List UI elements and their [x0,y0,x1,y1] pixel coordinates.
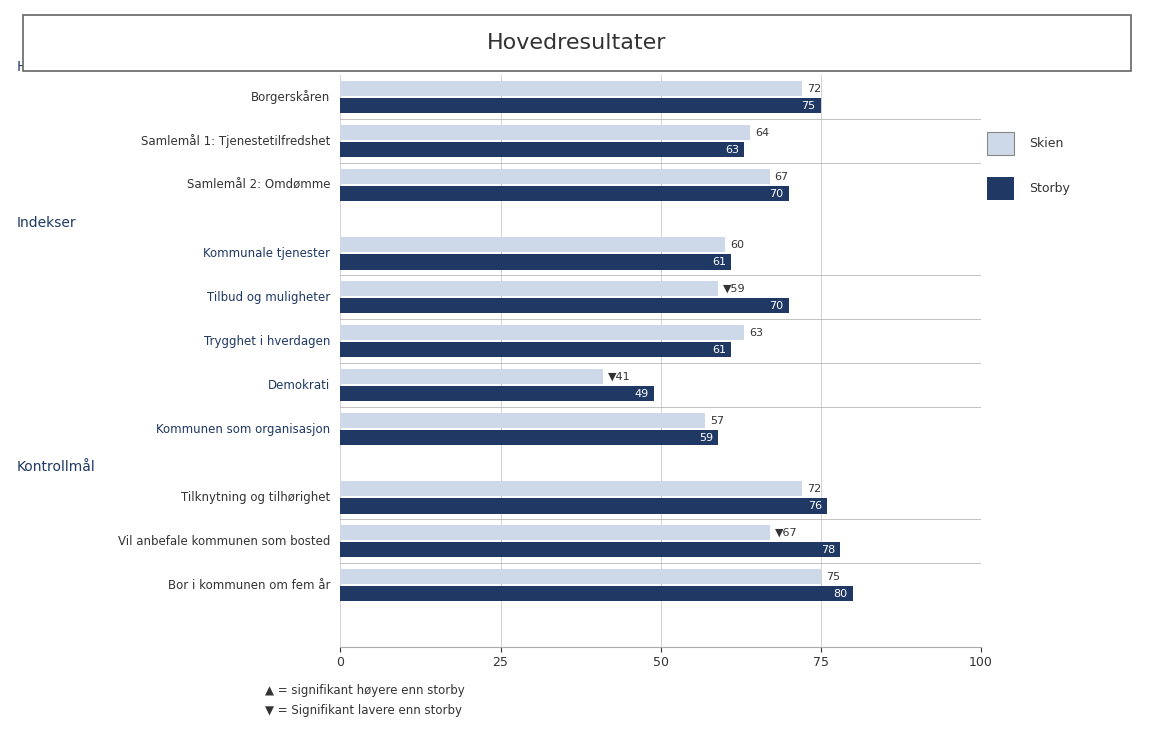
Bar [340,413,705,428]
Text: 75: 75 [802,101,816,111]
Text: Samlemål 1: Tjenestetilfredshet: Samlemål 1: Tjenestetilfredshet [141,134,330,148]
Text: 64: 64 [756,128,770,138]
Text: 76: 76 [808,501,822,511]
Bar [340,430,718,445]
Text: 80: 80 [833,589,848,599]
Text: 61: 61 [712,257,726,267]
Bar [340,281,718,296]
Text: Samlemål 2: Omdømme: Samlemål 2: Omdømme [187,179,330,192]
Bar [340,81,802,96]
Text: Trygghet i hverdagen: Trygghet i hverdagen [204,335,330,347]
Bar [340,569,820,584]
Text: Borgerskåren: Borgerskåren [250,90,330,105]
Bar [340,169,770,184]
Text: ▲ = signifikant høyere enn storby: ▲ = signifikant høyere enn storby [265,684,465,697]
Bar [340,542,840,557]
Text: ▼59: ▼59 [724,284,745,293]
Text: 59: 59 [699,432,713,443]
Text: Indekser: Indekser [17,217,76,230]
Text: Hovedresultater: Hovedresultater [487,33,667,53]
Text: Demokrati: Demokrati [268,379,330,392]
Text: Skien: Skien [1028,137,1063,150]
Text: 57: 57 [711,416,725,426]
Text: 67: 67 [774,171,789,181]
Text: Tilbud og muligheter: Tilbud og muligheter [207,291,330,304]
Bar [340,98,820,114]
Text: 61: 61 [712,344,726,355]
Bar [340,186,789,202]
Text: 70: 70 [770,301,784,311]
Text: Kommunen som organisasjon: Kommunen som organisasjon [156,423,330,435]
Text: 70: 70 [770,189,784,199]
Bar [340,481,802,496]
Text: 60: 60 [729,240,744,250]
Text: 49: 49 [635,389,650,399]
Text: 72: 72 [807,83,820,93]
Bar [340,386,654,402]
Bar [987,132,1013,155]
Bar [340,369,604,384]
Bar [340,125,750,141]
Bar [340,525,770,541]
Text: 75: 75 [826,572,840,581]
Bar [340,342,732,357]
Bar [340,254,732,269]
Text: Storby: Storby [1028,182,1070,195]
Text: Bor i kommunen om fem år: Bor i kommunen om fem år [167,579,330,592]
Text: ▼ = Signifikant lavere enn storby: ▼ = Signifikant lavere enn storby [265,704,463,717]
Bar [340,586,853,602]
Text: Vil anbefale kommunen som bosted: Vil anbefale kommunen som bosted [118,535,330,547]
Bar [340,142,744,157]
Text: Kontrollmål: Kontrollmål [17,460,96,475]
Bar [987,177,1013,200]
Text: Kommunale tjenester: Kommunale tjenester [203,247,330,259]
Text: 63: 63 [749,328,763,338]
Text: 78: 78 [820,544,834,555]
Bar [340,325,744,341]
FancyBboxPatch shape [23,15,1131,71]
Text: Tilknytning og tilhørighet: Tilknytning og tilhørighet [181,491,330,504]
Text: Hovedmål: Hovedmål [17,60,88,74]
Text: ▼41: ▼41 [608,371,631,381]
Bar [340,237,725,253]
Bar [340,298,789,314]
Bar [340,498,827,514]
Text: ▼67: ▼67 [774,528,797,538]
Text: 63: 63 [725,144,739,155]
Text: 72: 72 [807,484,820,493]
